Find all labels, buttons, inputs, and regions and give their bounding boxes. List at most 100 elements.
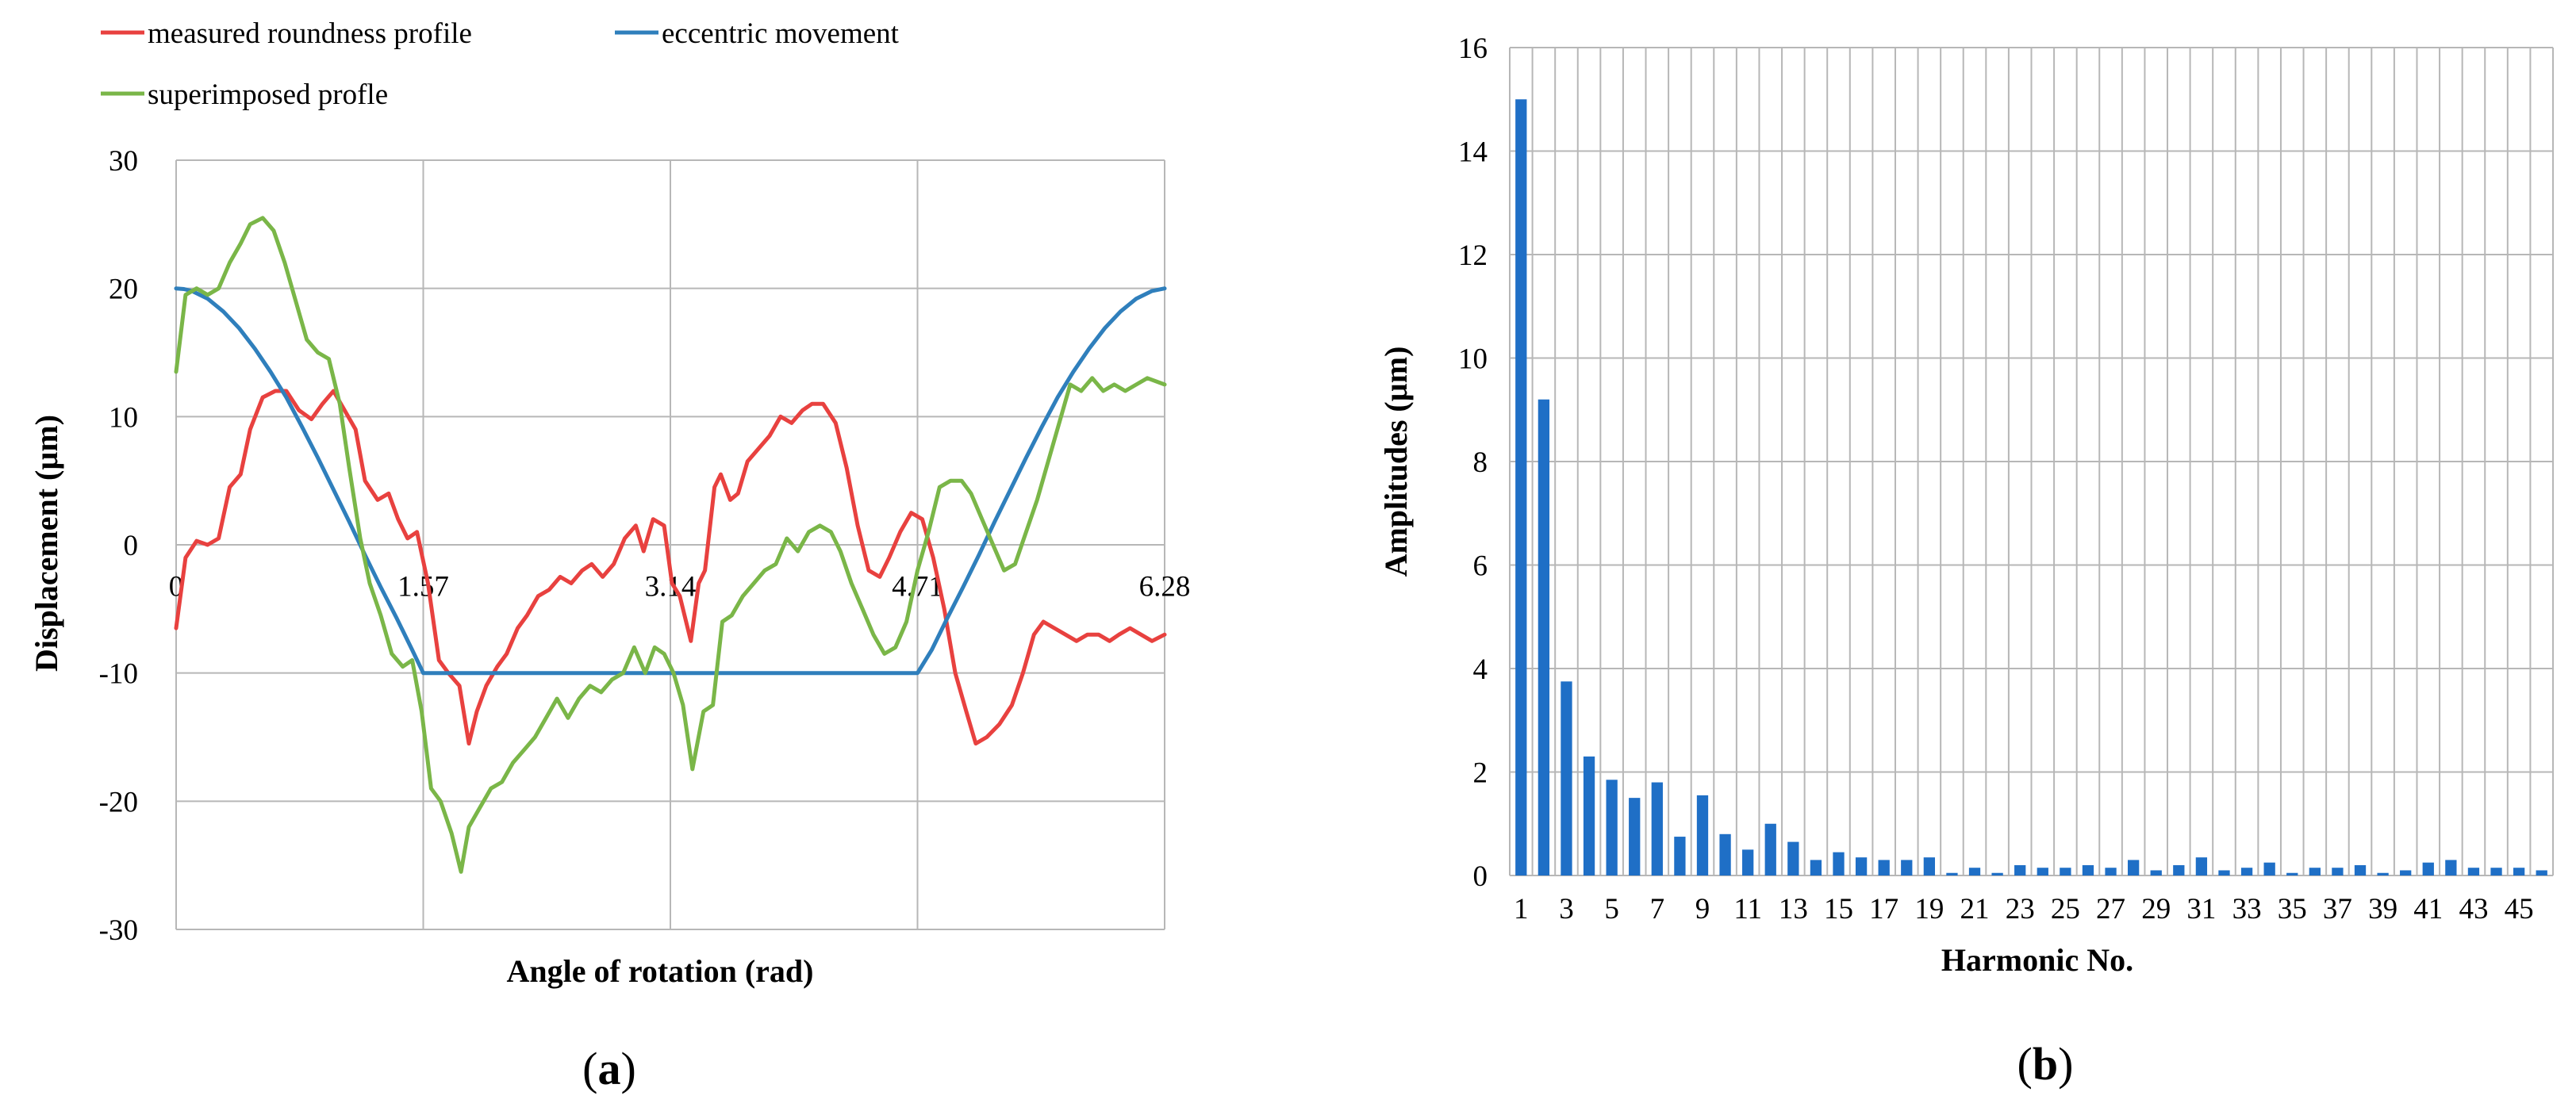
y-tick-label: 12 xyxy=(1458,239,1488,272)
bar xyxy=(2240,868,2253,876)
bar xyxy=(1515,99,1527,876)
x-tick-label: 25 xyxy=(2051,893,2080,925)
series-lines xyxy=(174,216,1167,874)
x-tick-label: 31 xyxy=(2186,893,2216,925)
bar xyxy=(1538,399,1550,876)
bar xyxy=(1583,756,1595,876)
y-axis-title-a: Displacement (µm) xyxy=(29,415,64,672)
bar xyxy=(2467,868,2480,876)
bar xyxy=(1764,823,1776,876)
y-tick-label: -30 xyxy=(99,914,138,947)
bar xyxy=(2173,864,2185,876)
y-tick-label: 0 xyxy=(1473,860,1488,893)
x-tick-label: 9 xyxy=(1695,893,1710,925)
bar xyxy=(1855,857,1868,876)
bar xyxy=(1742,849,1754,876)
legend-label-eccentric: eccentric movement xyxy=(662,17,900,50)
x-tick-label: 45 xyxy=(2505,893,2534,925)
y-tick-label: 0 xyxy=(124,530,139,562)
bar xyxy=(2150,870,2162,876)
bar xyxy=(2445,860,2457,876)
bar xyxy=(1606,780,1618,876)
x-tick-label: 7 xyxy=(1650,893,1665,925)
bar xyxy=(2082,864,2094,876)
bar xyxy=(2490,868,2502,876)
x-tick-labels: 1 3 5 7 9 11 13 15 17 19 21 23 25 27 29 31 33 35 37 39 41 43 4… xyxy=(1514,893,2534,925)
bar xyxy=(1968,868,1981,876)
x-tick-label: 3 xyxy=(1559,893,1574,925)
y-tick-label: 30 xyxy=(109,145,138,178)
legend-label-superimposed: superimposed profle xyxy=(148,79,388,111)
grid-lines xyxy=(175,159,1165,930)
bar xyxy=(2014,864,2026,876)
y-tick-label: -10 xyxy=(99,658,138,691)
bar xyxy=(1696,795,1709,876)
y-tick-label: 2 xyxy=(1473,757,1488,790)
bar xyxy=(2218,870,2230,876)
bar xyxy=(1878,860,1890,876)
x-tick-label: 1.57 xyxy=(397,571,449,603)
x-tick-label: 1 xyxy=(1514,893,1529,925)
bar xyxy=(1810,860,1822,876)
bar xyxy=(1901,860,1913,876)
bar xyxy=(1561,681,1572,876)
bar xyxy=(1787,841,1799,876)
y-tick-label: 20 xyxy=(109,274,138,306)
x-tick-label: 33 xyxy=(2232,893,2262,925)
x-tick-label: 21 xyxy=(1960,893,1990,925)
bar xyxy=(1651,782,1663,876)
y-tick-labels: 0 2 4 6 8 10 12 14 16 xyxy=(1458,33,1488,893)
panel-label-b: (b) xyxy=(2017,1038,2074,1090)
y-tick-label: -20 xyxy=(99,786,138,818)
bar xyxy=(2354,864,2367,876)
grid-lines xyxy=(1509,47,2554,876)
x-tick-label: 35 xyxy=(2278,893,2307,925)
x-axis-title-a: Angle of rotation (rad) xyxy=(507,953,814,989)
bar xyxy=(2536,870,2547,876)
x-tick-label: 23 xyxy=(2006,893,2035,925)
x-tick-label: 6.28 xyxy=(1139,571,1191,603)
x-tick-label: 19 xyxy=(1914,893,1944,925)
bar xyxy=(2060,868,2071,876)
bar xyxy=(1991,872,2003,876)
bar xyxy=(2332,868,2344,876)
legend: measured roundness profile eccentric mov… xyxy=(101,17,900,111)
bar xyxy=(2513,868,2525,876)
x-tick-label: 17 xyxy=(1869,893,1898,925)
y-tick-label: 10 xyxy=(109,401,138,434)
bar xyxy=(1833,852,1845,876)
y-tick-label: 14 xyxy=(1458,136,1488,169)
bar xyxy=(2309,868,2321,876)
series-line-superimposed xyxy=(174,216,1167,874)
bar xyxy=(2037,868,2048,876)
x-tick-label: 27 xyxy=(2096,893,2125,925)
bar xyxy=(2286,872,2298,876)
x-tick-label: 41 xyxy=(2413,893,2443,925)
bar xyxy=(2195,857,2208,876)
bars xyxy=(1515,99,2547,876)
x-axis-title-b: Harmonic No. xyxy=(1941,942,2133,978)
series-line-measured xyxy=(174,389,1167,746)
x-tick-label: 13 xyxy=(1779,893,1808,925)
y-tick-label: 4 xyxy=(1473,653,1488,686)
y-tick-label: 16 xyxy=(1458,33,1488,65)
x-tick-label: 11 xyxy=(1733,893,1762,925)
bar xyxy=(2127,860,2140,876)
series-line-eccentric xyxy=(174,286,1167,676)
bar xyxy=(2422,862,2434,876)
bar xyxy=(2263,862,2275,876)
legend-label-measured: measured roundness profile xyxy=(148,17,472,50)
x-tick-label: 43 xyxy=(2459,893,2488,925)
x-tick-label: 39 xyxy=(2368,893,2397,925)
bar xyxy=(2377,872,2389,876)
y-tick-label: 8 xyxy=(1473,446,1488,479)
y-axis-title-b: Amplitudes (µm) xyxy=(1378,347,1414,577)
bar xyxy=(1946,872,1958,876)
panel-label-a: (a) xyxy=(582,1043,636,1094)
bar xyxy=(2400,870,2412,876)
x-tick-label: 29 xyxy=(2141,893,2171,925)
bar xyxy=(1629,798,1641,876)
y-tick-labels: -30 -20 -10 0 10 20 30 xyxy=(99,145,138,947)
